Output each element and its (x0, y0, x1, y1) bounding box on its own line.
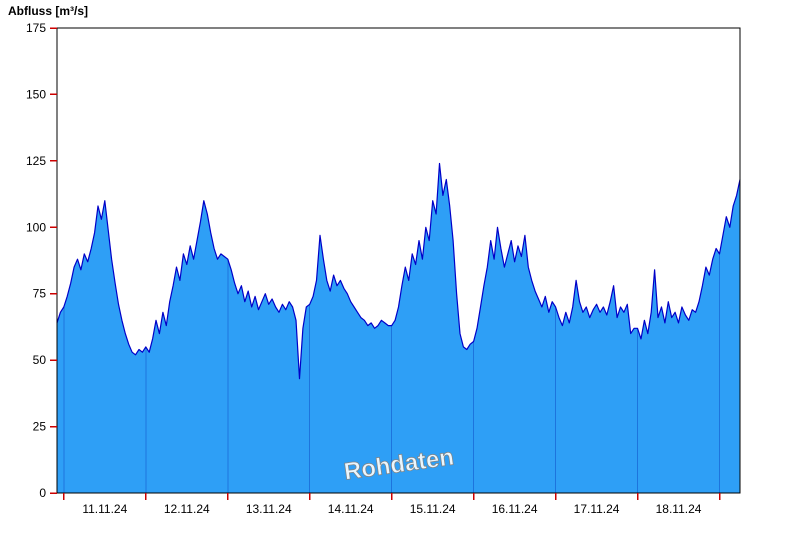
y-tick-label: 125 (26, 154, 46, 168)
x-date-label: 17.11.24 (574, 502, 620, 516)
y-tick-label: 0 (39, 486, 46, 500)
x-date-label: 18.11.24 (656, 502, 702, 516)
x-date-label: 12.11.24 (164, 502, 210, 516)
y-tick-label: 75 (33, 287, 47, 301)
x-date-label: 15.11.24 (410, 502, 456, 516)
y-tick-label: 25 (33, 420, 47, 434)
y-tick-label: 100 (26, 220, 46, 234)
y-tick-label: 175 (26, 21, 46, 35)
discharge-line (56, 162, 741, 380)
x-date-label: 11.11.24 (82, 502, 127, 516)
plot-frame (56, 27, 741, 494)
y-tick-label: 150 (26, 87, 46, 101)
x-date-label: 14.11.24 (328, 502, 374, 516)
y-axis-title: Abfluss [m³/s] (8, 4, 89, 18)
x-date-label: 16.11.24 (492, 502, 538, 516)
x-date-label: 13.11.24 (246, 502, 292, 516)
y-tick-label: 50 (33, 353, 47, 367)
